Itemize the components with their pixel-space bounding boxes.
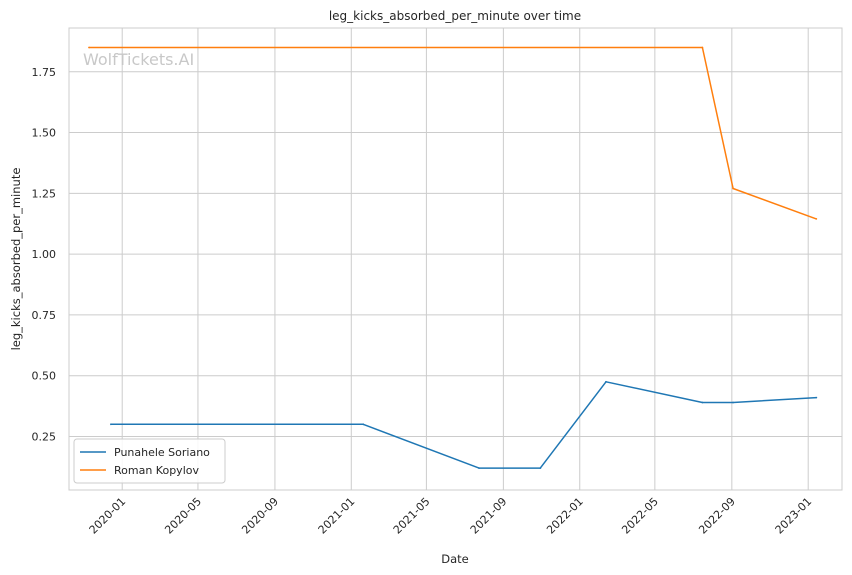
x-tick-label: 2020-09 — [239, 495, 281, 537]
series-lines — [88, 46, 818, 469]
series-line-roman-kopylov — [89, 46, 817, 220]
watermark-text: WolfTickets.AI — [83, 50, 194, 69]
x-tick-label: 2023-01 — [773, 495, 815, 537]
x-tick-label: 2022-09 — [696, 495, 738, 537]
x-axis-label: Date — [441, 552, 469, 566]
x-tick-label: 2021-05 — [391, 495, 433, 537]
y-tick-label: 0.25 — [32, 431, 57, 444]
chart-title: leg_kicks_absorbed_per_minute over time — [329, 9, 581, 23]
data-point-roman-kopylov — [732, 187, 734, 190]
y-tick-label: 1.50 — [32, 127, 57, 140]
y-tick-label: 0.50 — [32, 370, 57, 383]
y-tick-label: 1.00 — [32, 248, 57, 261]
data-point-punahele-soriano — [539, 467, 542, 469]
data-point-punahele-soriano — [362, 423, 365, 426]
data-point-punahele-soriano — [701, 401, 704, 404]
y-tick-label: 1.25 — [32, 187, 57, 200]
data-point-punahele-soriano — [478, 467, 480, 469]
y-tick-label: 1.75 — [32, 66, 57, 79]
data-point-punahele-soriano — [815, 396, 818, 399]
y-tick-label: 0.75 — [32, 309, 57, 322]
x-tick-label: 2022-01 — [544, 495, 586, 537]
data-point-roman-kopylov — [701, 46, 704, 49]
series-line-punahele-soriano — [110, 381, 817, 469]
legend: Punahele Soriano Roman Kopylov — [73, 438, 226, 484]
data-point-punahele-soriano — [605, 380, 607, 383]
legend-label-roman-kopylov: Roman Kopylov — [114, 464, 199, 477]
x-tick-label: 2021-09 — [468, 495, 510, 537]
plot-area — [68, 27, 843, 491]
data-point-roman-kopylov — [815, 218, 818, 220]
x-tick-label: 2020-01 — [87, 495, 129, 537]
legend-box — [73, 438, 226, 484]
x-tick-label: 2020-05 — [162, 495, 204, 537]
data-point-punahele-soriano — [732, 401, 734, 404]
x-tick-label: 2022-05 — [619, 495, 661, 537]
y-axis-label: leg_kicks_absorbed_per_minute — [9, 168, 23, 351]
data-point-roman-kopylov — [88, 46, 90, 49]
grid — [69, 28, 842, 490]
x-tick-labels: 2020-01 2020-05 2020-09 2021-01 2021-05 2021-… — [87, 495, 815, 537]
y-tick-labels: 0.25 0.50 0.75 1.00 1.25 1.50 1.75 — [32, 66, 57, 444]
legend-label-punahele-soriano: Punahele Soriano — [114, 446, 210, 459]
x-tick-label: 2021-01 — [316, 495, 358, 537]
data-point-punahele-soriano — [110, 423, 112, 426]
